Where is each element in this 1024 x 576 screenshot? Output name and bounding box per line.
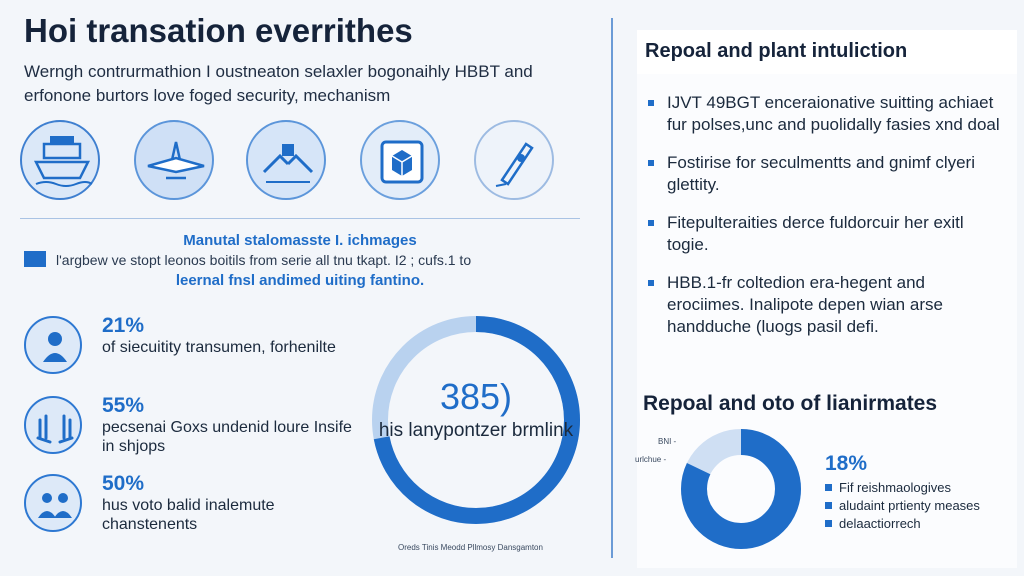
stat-item: 21% of siecuitity transumen, forhenilte bbox=[24, 312, 354, 382]
manual-title: Manutal stalomasste I. ichmages bbox=[183, 232, 417, 249]
list-item: Fitepulteraities derce fuldorcuir her ex… bbox=[645, 212, 1005, 256]
stat-percent: 21% bbox=[102, 314, 145, 337]
legend-item: aludaint prtienty meases bbox=[825, 497, 1015, 515]
legend-swatch bbox=[825, 484, 832, 491]
list-item: IJVT 49BGT enceraionative suitting achia… bbox=[645, 92, 1005, 136]
progress-ring-arc bbox=[372, 316, 580, 524]
stat-percent: 50% bbox=[102, 472, 145, 495]
legend-swatch bbox=[825, 520, 832, 527]
mini-label: urlchue - bbox=[635, 455, 667, 464]
people-icon bbox=[24, 474, 82, 532]
left-column: Hoi transation everrithes Werngh contrur… bbox=[20, 12, 590, 552]
stat-text: hus voto balid inalemute chanstenents bbox=[102, 497, 275, 533]
stat-item: 55% pecsenai Goxs undenid loure Insife i… bbox=[24, 392, 354, 462]
legend-label: delaactiorrech bbox=[839, 516, 921, 531]
legend-swatch bbox=[24, 251, 46, 267]
donut-percent: 18% bbox=[825, 452, 868, 475]
section-title: Repoal and oto of lianirmates bbox=[643, 392, 938, 415]
plane-icon bbox=[134, 120, 214, 200]
progress-ring bbox=[372, 316, 580, 524]
icon-row bbox=[20, 118, 590, 208]
legend-item: delaactiorrech bbox=[825, 515, 1015, 533]
stat-item: 50% hus voto balid inalemute chanstenent… bbox=[24, 470, 354, 540]
page-subtitle: Werngh contrurmathion I oustneaton selax… bbox=[24, 62, 533, 105]
list-item: HBB.1-fr coltedion era-hegent and erocii… bbox=[645, 272, 1005, 338]
donut-arc bbox=[681, 429, 801, 549]
stat-text: of siecuitity transumen, forhenilte bbox=[102, 339, 336, 356]
manual-subtitle: leernal fnsl andimed uiting fantino. bbox=[175, 272, 425, 289]
legend-swatch bbox=[825, 502, 832, 509]
stat-percent: 55% bbox=[102, 394, 145, 417]
legend: Fif reishmaologives aludaint prtienty me… bbox=[825, 479, 1015, 533]
legend-label: aludaint prtienty meases bbox=[839, 498, 980, 513]
footnote: Oreds Tinis Meodd Pllmosy Dansgamton bbox=[398, 543, 543, 552]
card-title: Repoal and plant intuliction bbox=[645, 40, 908, 62]
bullet-list: IJVT 49BGT enceraionative suitting achia… bbox=[645, 92, 1005, 338]
ship-icon bbox=[20, 120, 100, 200]
page-title: Hoi transation everrithes bbox=[24, 12, 413, 49]
legend-label: Fif reishmaologives bbox=[839, 480, 951, 495]
donut-chart bbox=[681, 429, 801, 549]
person-icon bbox=[24, 316, 82, 374]
section-divider bbox=[20, 218, 580, 219]
manual-line: l'argbew ve stopt leonos boitils from se… bbox=[56, 252, 472, 268]
column-divider bbox=[611, 18, 613, 558]
legend-item: Fif reishmaologives bbox=[825, 479, 1015, 497]
ring-number: 385) bbox=[439, 376, 513, 417]
hands-icon bbox=[246, 120, 326, 200]
list-item: Fostirise for seculmentts and gnimf clye… bbox=[645, 152, 1005, 196]
right-column: Repoal and plant intuliction IJVT 49BGT … bbox=[625, 0, 1024, 576]
stat-text: pecsenai Goxs undenid loure Insife in sh… bbox=[102, 419, 352, 455]
cube-icon bbox=[360, 120, 440, 200]
card-header bbox=[637, 30, 1017, 74]
ring-label: his lanypontzer brmlink bbox=[378, 420, 574, 441]
mini-label: BNI - bbox=[658, 437, 677, 446]
pen-icon bbox=[474, 120, 554, 200]
hands-icon bbox=[24, 396, 82, 454]
